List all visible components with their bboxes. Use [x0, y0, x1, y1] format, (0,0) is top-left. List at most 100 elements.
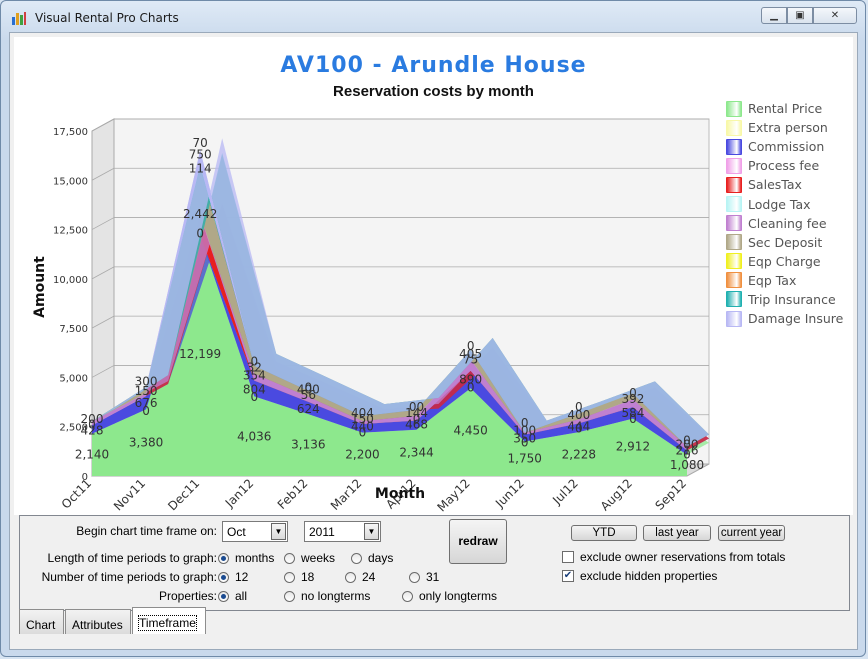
legend-item: Lodge Tax — [726, 194, 843, 213]
tab-chart[interactable]: Chart — [19, 609, 64, 634]
data-label: 0 — [575, 400, 583, 414]
legend-swatch — [726, 196, 742, 213]
radio-all[interactable]: all — [218, 589, 247, 603]
exclude-owner-checkbox[interactable]: exclude owner reservations from totals — [562, 550, 785, 564]
legend-label: Lodge Tax — [748, 196, 811, 212]
data-label: 890 — [459, 372, 482, 386]
title-bar[interactable]: Visual Rental Pro Charts ▁ ▣ ✕ — [1, 1, 865, 33]
radio-weeks[interactable]: weeks — [284, 551, 335, 565]
data-label: 150 — [351, 412, 374, 426]
tab-timeframe[interactable]: Timeframe — [132, 607, 206, 634]
radio-18[interactable]: 18 — [284, 570, 314, 584]
legend-item: Damage Insure — [726, 309, 843, 328]
data-label: 75 — [463, 353, 478, 367]
data-label: 2,344 — [399, 445, 433, 459]
legend-swatch — [726, 100, 742, 117]
client-area: AV100 - Arundle House Reservation costs … — [9, 32, 858, 650]
radio-24[interactable]: 24 — [345, 570, 375, 584]
chart-panel: AV100 - Arundle House Reservation costs … — [14, 37, 853, 515]
data-label: 0 — [683, 447, 691, 461]
data-label: 2,140 — [75, 447, 109, 461]
redraw-button[interactable]: redraw — [449, 519, 507, 564]
legend-swatch — [726, 253, 742, 270]
legend-item: Eqp Charge — [726, 252, 843, 271]
data-label: 0 — [629, 386, 637, 400]
legend-label: Rental Price — [748, 101, 823, 117]
month-select[interactable]: Oct ▼ — [222, 521, 288, 542]
month-value: Oct — [227, 525, 246, 539]
data-label: 4,450 — [453, 424, 487, 438]
properties-label: Properties: — [158, 589, 217, 603]
radio-months[interactable]: months — [218, 551, 274, 565]
year-select[interactable]: 2011 ▼ — [304, 521, 381, 542]
data-label: 3,380 — [129, 435, 163, 449]
data-label: 200 — [81, 412, 104, 426]
x-tick-label: Aug12 — [598, 476, 635, 513]
chart-legend: Rental Price Extra person Commission Proces… — [726, 99, 843, 328]
data-label: 0 — [250, 390, 258, 404]
controls-panel: Begin chart time frame on: Oct ▼ 2011 ▼ … — [19, 515, 850, 611]
gridline — [91, 266, 115, 280]
legend-item: Trip Insurance — [726, 290, 843, 309]
chevron-down-icon[interactable]: ▼ — [271, 523, 286, 540]
legend-item: Eqp Tax — [726, 271, 843, 290]
radio-only-longterms[interactable]: only longterms — [402, 589, 497, 603]
current-year-button[interactable]: current year — [718, 525, 785, 541]
radio-31[interactable]: 31 — [409, 570, 439, 584]
x-tick-label: Oct11 — [59, 476, 94, 511]
data-label: 392 — [621, 392, 644, 406]
y-tick-label: 5,000 — [59, 373, 88, 384]
data-label: 2,442 — [183, 207, 217, 221]
data-label: 624 — [297, 402, 320, 416]
legend-item: Cleaning fee — [726, 214, 843, 233]
y-tick-label: 17,500 — [53, 127, 88, 138]
data-label: 100 — [513, 424, 536, 438]
legend-swatch — [726, 119, 742, 136]
radio-no-longterms[interactable]: no longterms — [284, 589, 370, 603]
radio-12[interactable]: 12 — [218, 570, 248, 584]
legend-swatch — [726, 176, 742, 193]
checkbox-box[interactable] — [562, 551, 574, 563]
gridline — [91, 118, 115, 132]
legend-swatch — [726, 272, 742, 289]
y-tick-label: 2,500 — [59, 423, 88, 434]
x-tick-label: Jan12 — [222, 476, 256, 510]
data-label: 584 — [621, 406, 644, 420]
legend-swatch — [726, 291, 742, 308]
ytd-button[interactable]: YTD — [571, 525, 637, 541]
data-label: 405 — [459, 347, 482, 361]
data-label: 2,228 — [562, 447, 596, 461]
data-label: 350 — [513, 432, 536, 446]
minimize-icon: ▁ — [770, 10, 778, 21]
last-year-button[interactable]: last year — [643, 525, 711, 541]
radio-days[interactable]: days — [351, 551, 393, 565]
data-label: 0 — [305, 380, 313, 394]
legend-label: Cleaning fee — [748, 215, 827, 231]
minimize-button[interactable]: ▁ — [761, 7, 787, 24]
maximize-button[interactable]: ▣ — [787, 7, 813, 24]
data-label: 428 — [81, 424, 104, 438]
exclude-hidden-checkbox[interactable]: ✔ exclude hidden properties — [562, 569, 718, 583]
data-label: 1,750 — [508, 451, 542, 465]
data-label: 0 — [88, 418, 96, 432]
area-series — [92, 235, 687, 476]
length-label: Length of time periods to graph: — [47, 551, 217, 565]
checkmark-icon[interactable]: ✔ — [562, 570, 574, 582]
data-label: 0 — [521, 416, 529, 430]
gridline — [91, 217, 115, 230]
tab-attributes[interactable]: Attributes — [65, 609, 131, 634]
data-label: 12,199 — [179, 347, 221, 361]
legend-label: Eqp Tax — [748, 272, 797, 288]
legend-label: SalesTax — [748, 177, 802, 193]
legend-label: Process fee — [748, 158, 820, 174]
legend-swatch — [726, 215, 742, 232]
data-label: 468 — [405, 418, 428, 432]
data-label: 0 — [521, 435, 529, 449]
gridline — [91, 365, 115, 378]
data-label: 444 — [567, 420, 590, 434]
chevron-down-icon[interactable]: ▼ — [364, 523, 379, 540]
y-tick-label: 7,500 — [59, 324, 88, 335]
close-button[interactable]: ✕ — [813, 7, 857, 24]
close-icon: ✕ — [830, 10, 840, 21]
